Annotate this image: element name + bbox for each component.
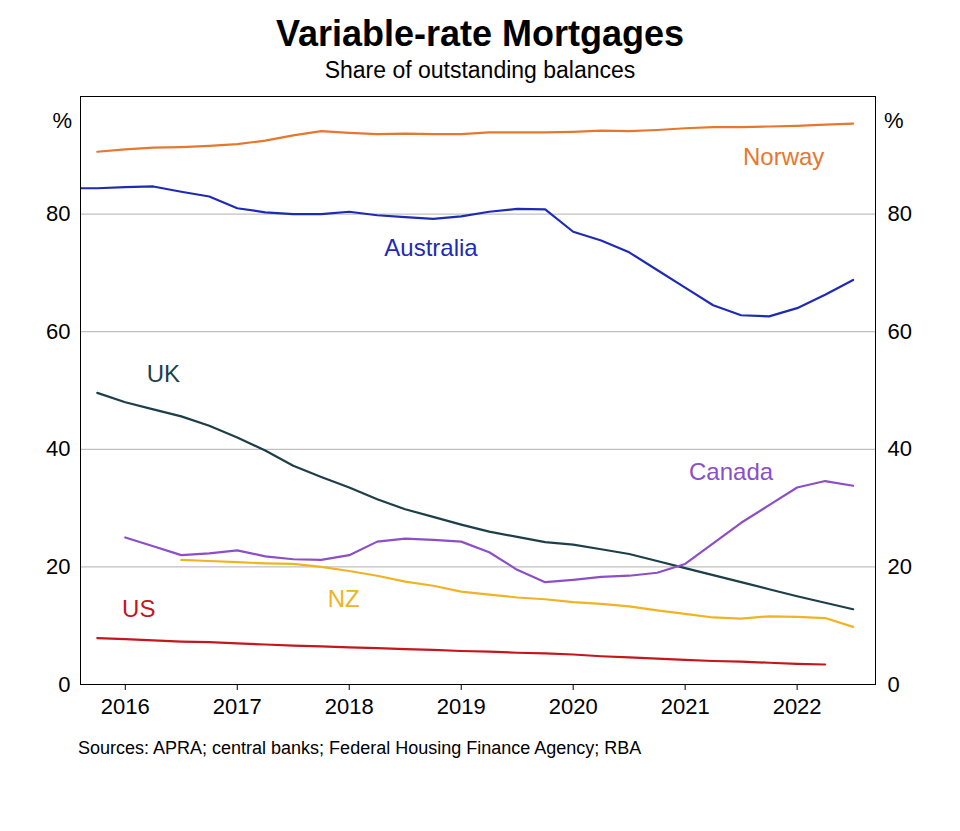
svg-text:2022: 2022 <box>773 694 822 719</box>
svg-text:80: 80 <box>46 201 70 226</box>
svg-text:2017: 2017 <box>213 694 262 719</box>
svg-text:NZ: NZ <box>328 585 360 612</box>
svg-text:Australia: Australia <box>384 234 478 261</box>
svg-text:2016: 2016 <box>101 694 150 719</box>
html-text:Share of outstanding balances: Share of outstanding balances <box>324 57 636 83</box>
svg-text:%: % <box>884 108 904 133</box>
svg-text:%: % <box>53 108 73 133</box>
svg-text:20: 20 <box>888 554 912 579</box>
svg-text:2020: 2020 <box>549 694 598 719</box>
svg-text:US: US <box>122 595 155 622</box>
html-text:Variable-rate Mortgages: Variable-rate Mortgages <box>275 13 685 54</box>
svg-text:60: 60 <box>46 319 70 344</box>
svg-text:40: 40 <box>46 436 70 461</box>
svg-text:2021: 2021 <box>661 694 710 719</box>
svg-text:60: 60 <box>888 319 912 344</box>
svg-text:40: 40 <box>888 436 912 461</box>
svg-text:0: 0 <box>58 672 70 697</box>
svg-text:2018: 2018 <box>325 694 374 719</box>
svg-text:Canada: Canada <box>689 458 774 485</box>
svg-text:2019: 2019 <box>437 694 486 719</box>
html-text:Sources: APRA; central banks;: Sources: APRA; central banks; Federal Ho… <box>78 738 642 758</box>
svg-text:Norway: Norway <box>743 143 824 170</box>
svg-text:0: 0 <box>888 672 900 697</box>
svg-text:UK: UK <box>147 360 180 387</box>
svg-text:20: 20 <box>46 554 70 579</box>
svg-text:80: 80 <box>888 201 912 226</box>
